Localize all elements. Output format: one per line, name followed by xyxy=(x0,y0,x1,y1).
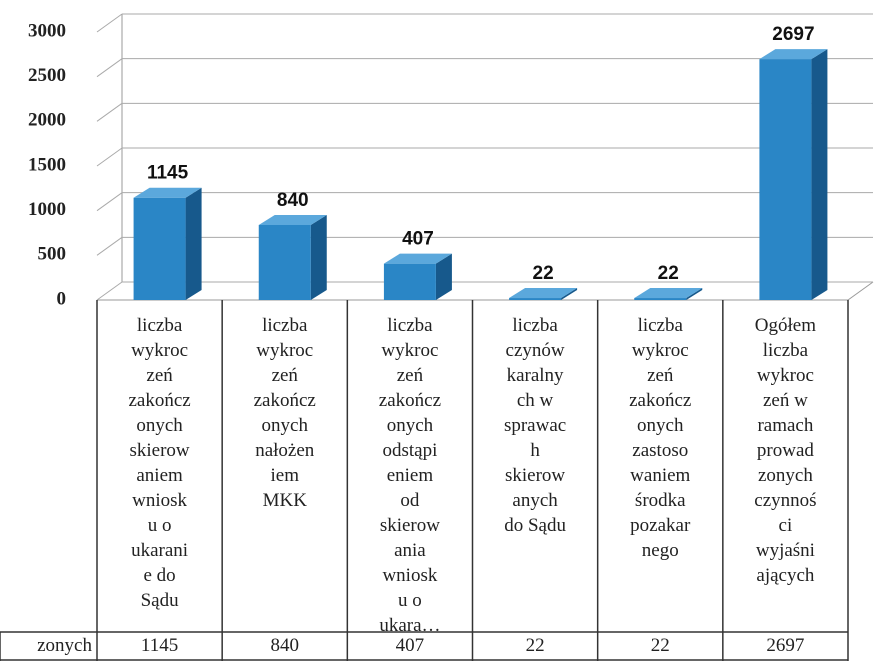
bar xyxy=(383,263,436,300)
data-label: 22 xyxy=(658,263,679,284)
grid-line xyxy=(96,147,123,167)
data-label: 407 xyxy=(402,229,434,250)
table-value: 840 xyxy=(271,635,300,656)
bar-top xyxy=(759,49,828,60)
x-tick-label: liczba wykroc zeń zakończ onych zastoso waniem… xyxy=(629,315,691,561)
y-tick-label: 1500 xyxy=(28,154,66,175)
table-value: 22 xyxy=(526,635,545,656)
table-value: 407 xyxy=(396,635,425,656)
bar-top xyxy=(634,288,703,299)
y-tick-label: 0 xyxy=(57,288,67,309)
grid-line xyxy=(96,281,123,301)
data-label: 840 xyxy=(277,190,309,211)
data-label: 22 xyxy=(533,263,554,284)
x-tick-label: Ogółem liczba wykroc zeń w ramach prowad zonyc… xyxy=(754,315,816,586)
y-tick-label: 3000 xyxy=(28,20,66,41)
y-tick-label: 2500 xyxy=(28,65,66,86)
bar-side xyxy=(310,214,327,300)
bar-side xyxy=(686,288,703,300)
x-tick-label: liczba wykroc zeń zakończ onych nałożen iem MKK xyxy=(254,315,316,511)
table-value: 1145 xyxy=(141,635,178,656)
bar-side xyxy=(185,187,202,300)
grid-line xyxy=(96,13,123,33)
data-label: 2697 xyxy=(772,24,814,45)
bar-top xyxy=(133,187,202,198)
data-label: 1145 xyxy=(147,163,189,184)
x-tick-label: liczba czynów karalny ch w sprawac h skierow an… xyxy=(504,315,567,536)
bar-side xyxy=(811,49,828,301)
bar xyxy=(509,298,562,300)
y-tick-label: 2000 xyxy=(28,110,66,131)
y-tick-label: 500 xyxy=(38,244,67,265)
grid-line xyxy=(96,102,123,122)
legend-label: zonych xyxy=(37,635,92,656)
grid-line xyxy=(96,236,123,256)
table-value: 2697 xyxy=(766,635,804,656)
table-value: 22 xyxy=(651,635,670,656)
bar xyxy=(133,197,186,300)
bar-top xyxy=(509,288,578,299)
grid-line xyxy=(96,192,123,212)
bar-side xyxy=(561,288,578,300)
bar xyxy=(634,298,687,300)
bar-side xyxy=(435,253,452,300)
grid-line xyxy=(96,58,123,78)
bar-top xyxy=(383,253,452,264)
bar xyxy=(258,224,311,300)
x-tick-label: liczba wykroc zeń zakończ onych skierow aniem w… xyxy=(128,315,190,611)
y-tick-label: 1000 xyxy=(28,199,66,220)
floor-edge xyxy=(847,281,874,301)
bar-top xyxy=(258,214,327,225)
x-tick-label: liczba wykroc zeń zakończ onych odstąpi eniem o… xyxy=(379,315,441,636)
bar xyxy=(759,59,812,301)
